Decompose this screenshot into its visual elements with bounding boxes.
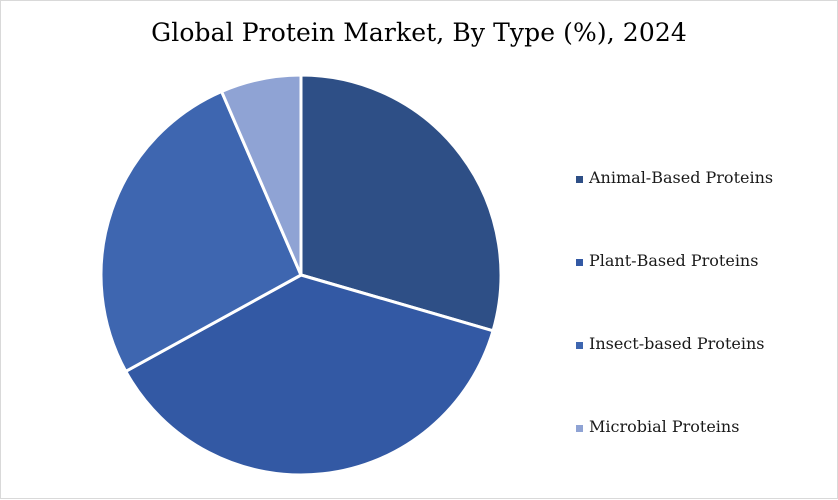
legend-item-microbial-proteins: Microbial Proteins <box>576 417 773 500</box>
pie-slice-microbial-proteins <box>220 73 303 277</box>
legend-label: Insect-based Proteins <box>589 334 765 353</box>
legend-item-plant-based-proteins: Plant-Based Proteins <box>576 251 773 334</box>
legend-swatch <box>576 176 583 183</box>
legend-label: Animal-Based Proteins <box>589 168 774 187</box>
legend-swatch <box>576 342 583 349</box>
chart-legend: Animal-Based Proteins Plant-Based Protei… <box>576 168 773 500</box>
legend-label: Microbial Proteins <box>589 417 740 436</box>
chart-title: Global Protein Market, By Type (%), 2024 <box>151 18 687 47</box>
legend-swatch <box>576 425 583 432</box>
legend-swatch <box>576 259 583 266</box>
legend-item-animal-based-proteins: Animal-Based Proteins <box>576 168 773 251</box>
legend-item-insect-based-proteins: Insect-based Proteins <box>576 334 773 417</box>
pie-slice-plant-based-proteins <box>124 273 495 477</box>
pie-slice-animal-based-proteins <box>299 73 503 333</box>
legend-label: Plant-Based Proteins <box>589 251 759 270</box>
